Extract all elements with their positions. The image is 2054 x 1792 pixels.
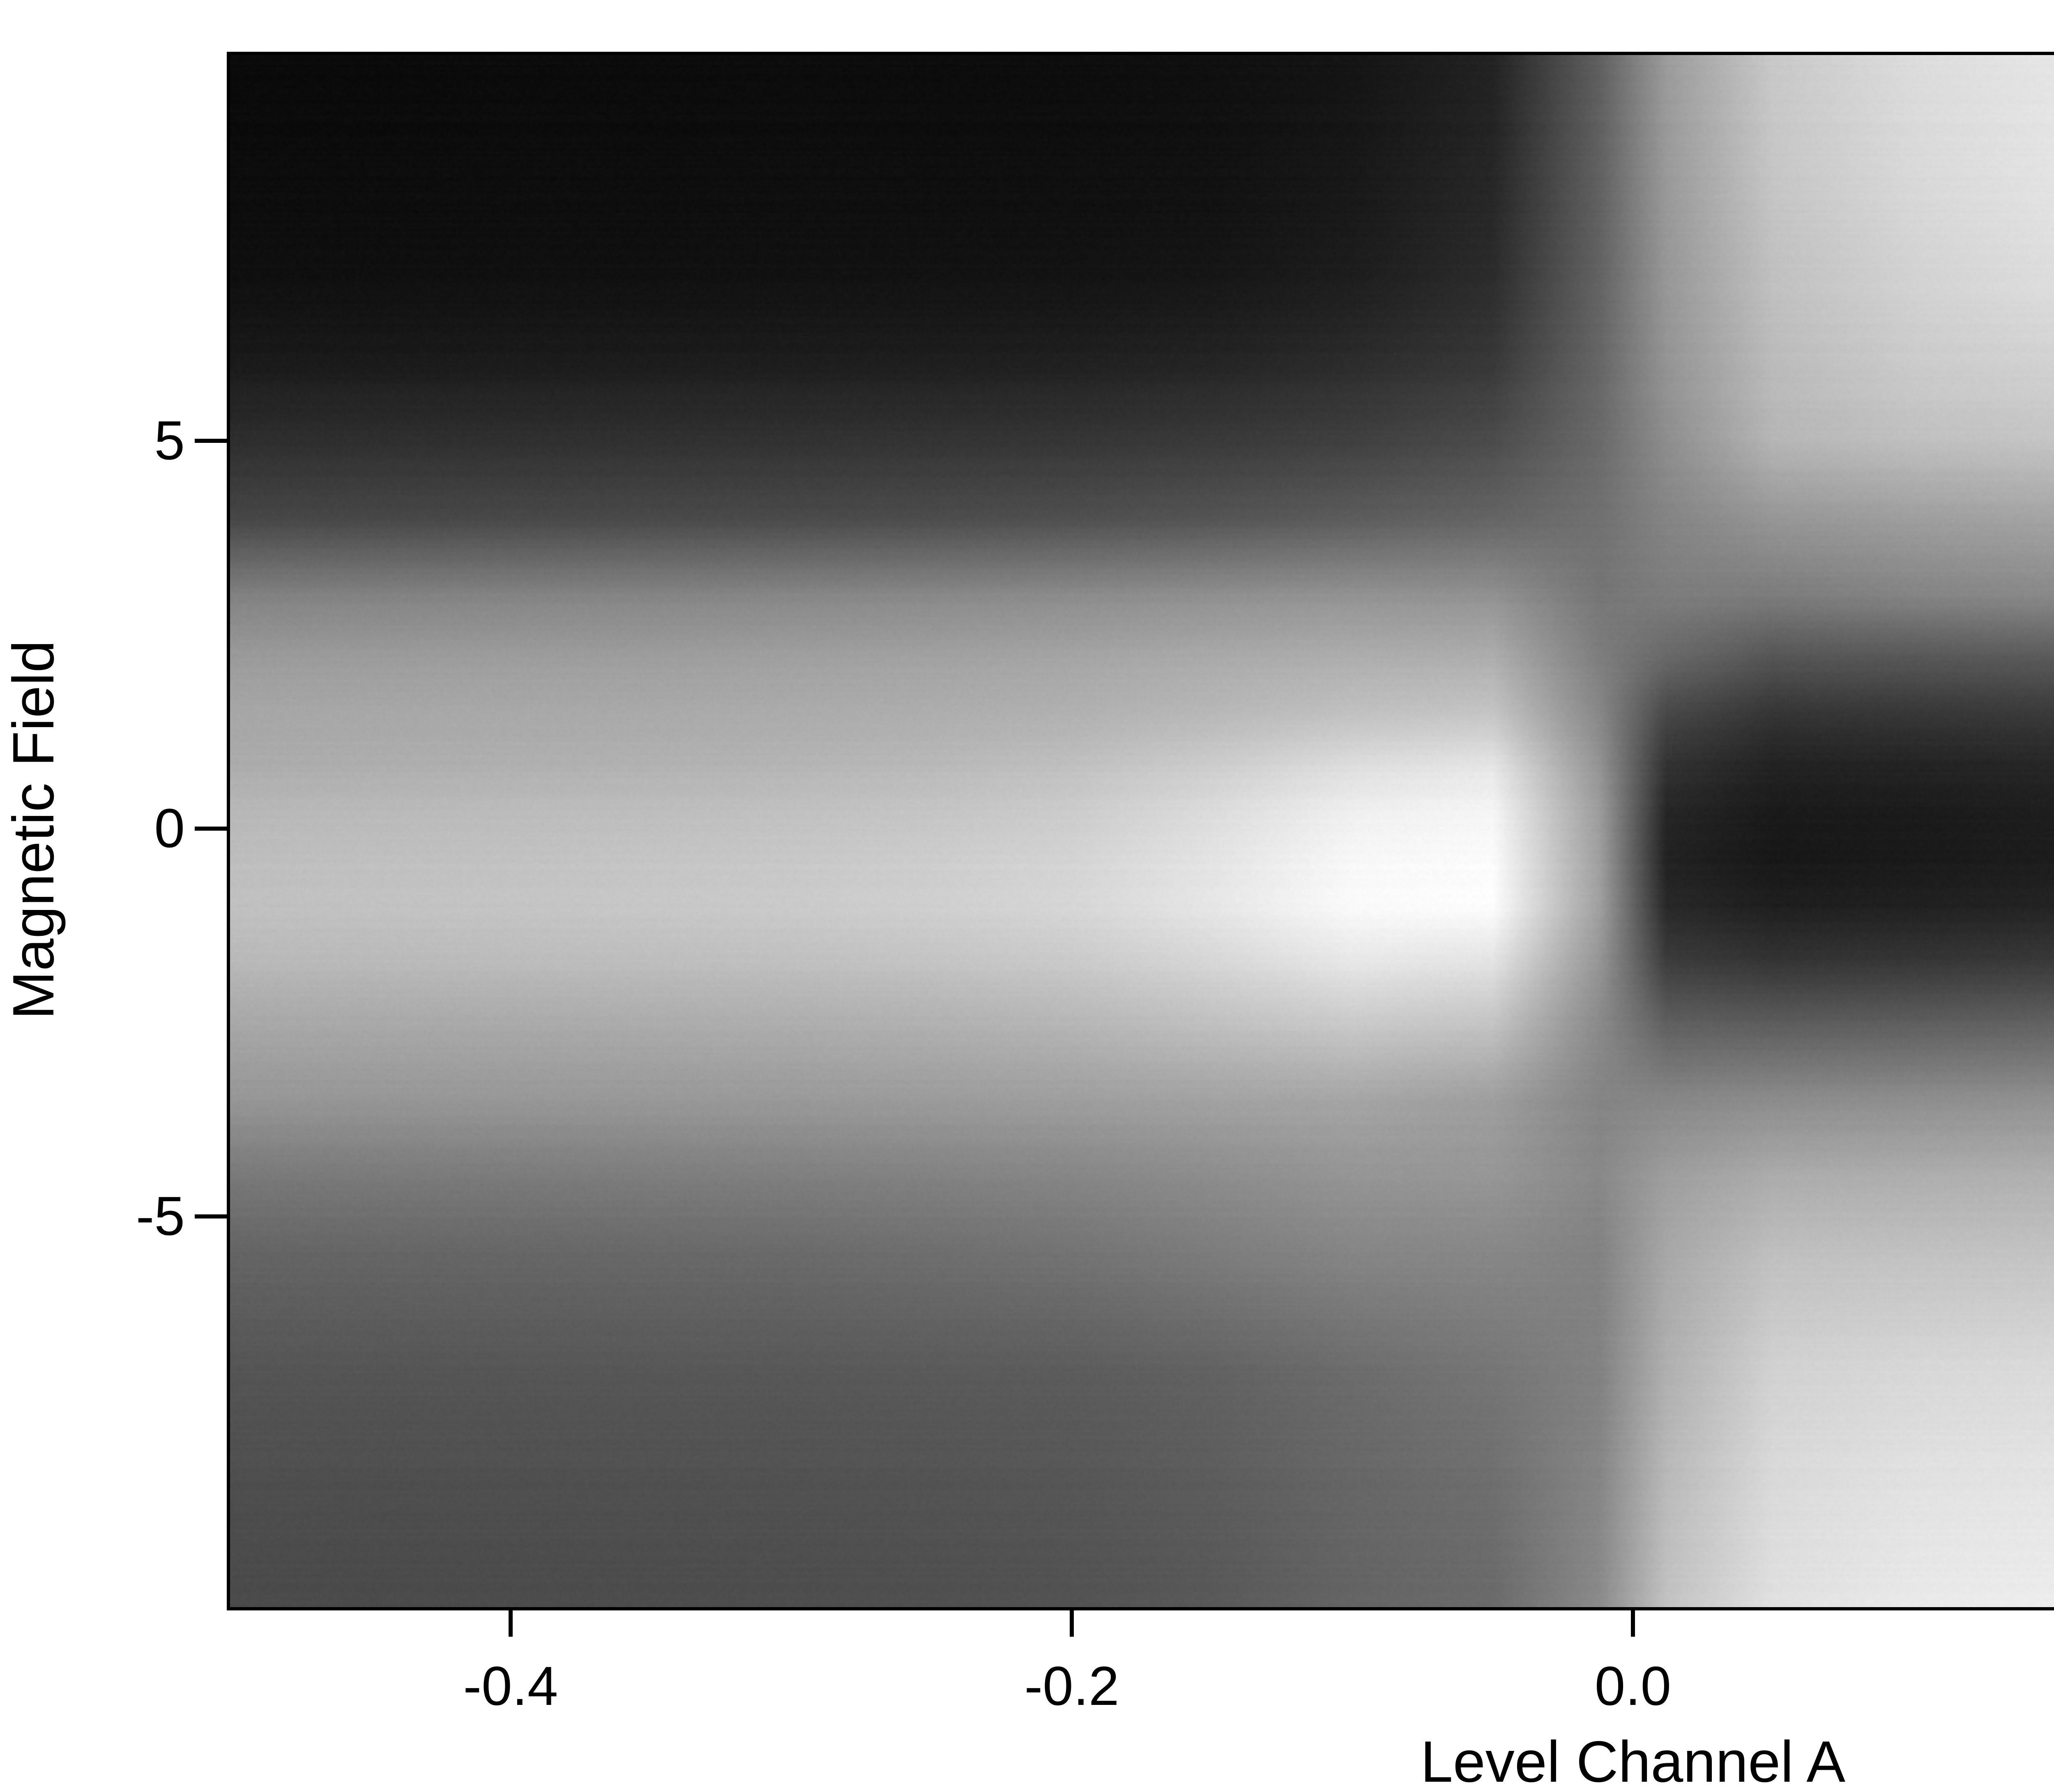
x-tick-mark	[1070, 1610, 1074, 1637]
y-tick-mark	[195, 438, 227, 443]
y-tick-label: 5	[154, 410, 185, 471]
x-tick-label: -0.4	[463, 1656, 558, 1717]
y-tick-mark	[195, 1214, 227, 1219]
y-tick-label: -5	[136, 1186, 185, 1247]
x-tick-label: 0.0	[1594, 1656, 1672, 1717]
x-tick-mark	[509, 1610, 513, 1637]
y-axis-label: Magnetic Field	[1, 640, 66, 1020]
y-tick-mark	[195, 827, 227, 831]
y-tick-label: 0	[154, 798, 185, 859]
x-tick-mark	[1631, 1610, 1635, 1637]
heatmap-canvas	[230, 55, 2054, 1607]
x-tick-label: -0.2	[1024, 1656, 1119, 1717]
x-axis-label: Level Channel A	[1420, 1729, 1846, 1792]
